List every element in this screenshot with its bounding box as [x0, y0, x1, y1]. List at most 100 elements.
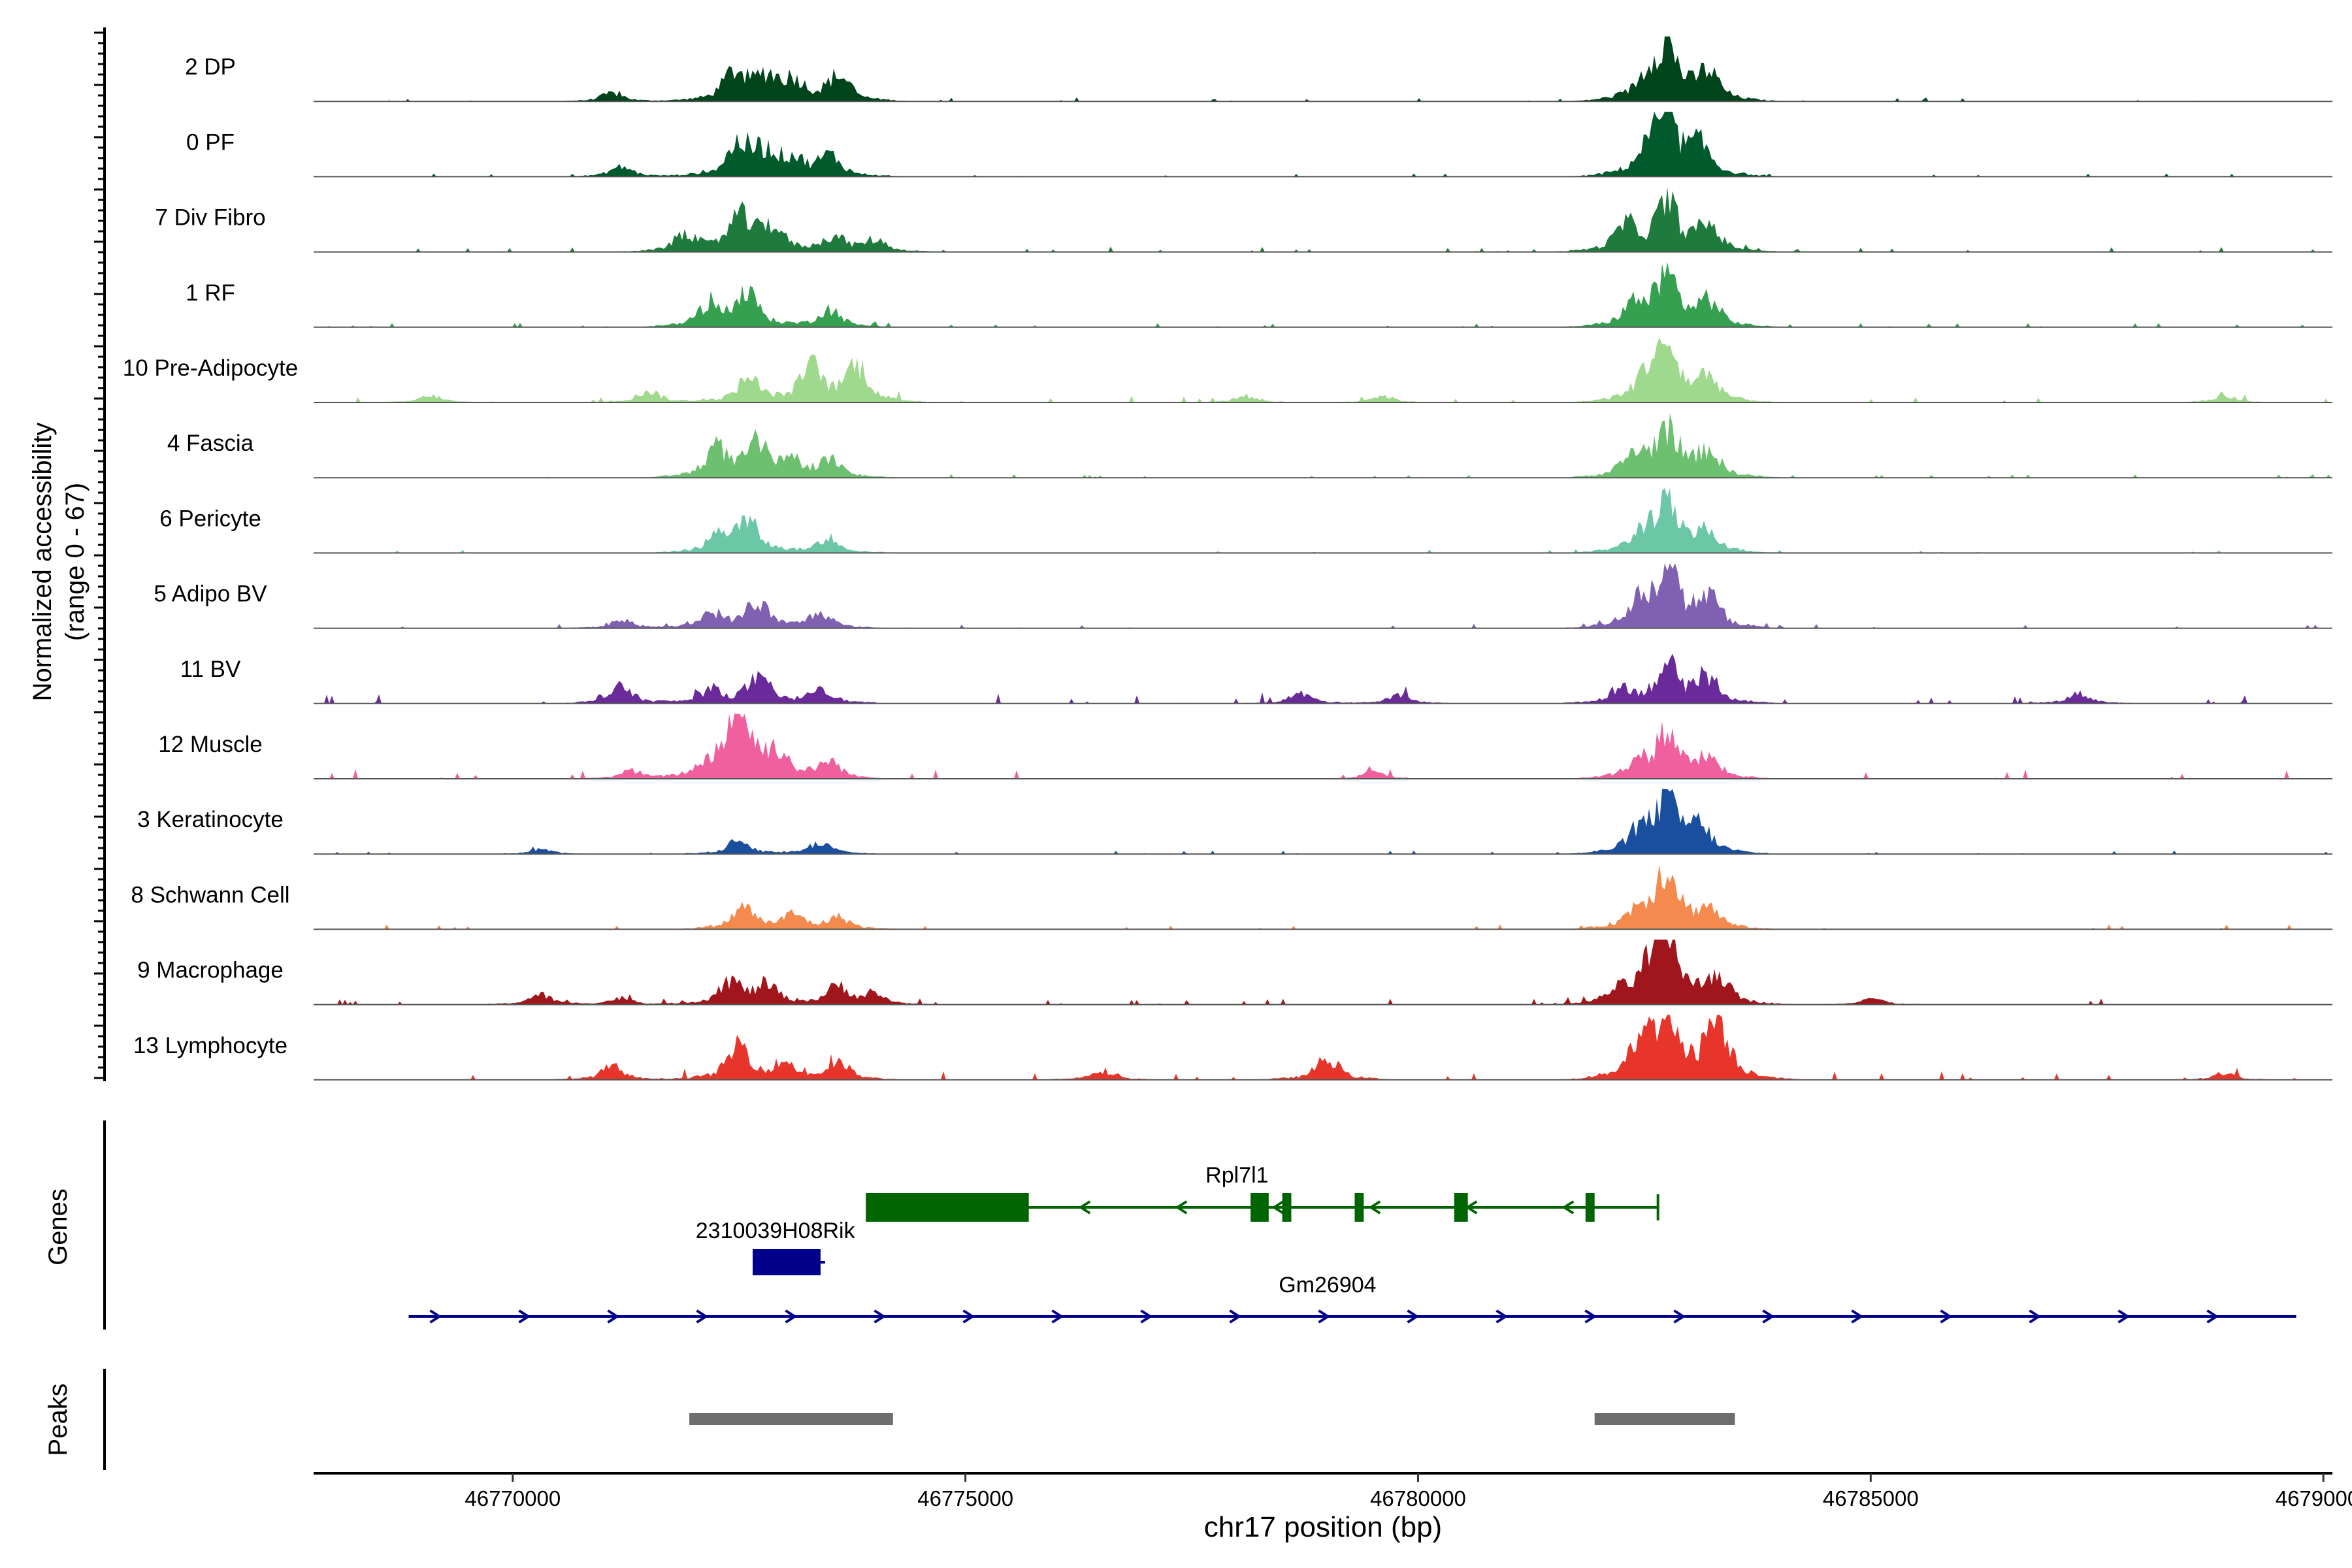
y-axis-title-line2: (range 0 - 67): [61, 483, 90, 641]
peaks-panel-label: Peaks: [44, 1383, 73, 1456]
track-label: 13 Lymphocyte: [133, 1033, 287, 1058]
coverage-tracks: 2 DP 0 PF 7 Div Fibro 1 RF 10 Pre-Adipocyte 4…: [123, 36, 2332, 1081]
strand-arrow: [785, 1309, 798, 1324]
gene-exon: [1250, 1193, 1269, 1222]
coverage-area: [314, 112, 2332, 177]
coverage-area: [314, 337, 2332, 402]
coverage-area: [314, 36, 2332, 102]
x-tick-label: 46790000: [2276, 1486, 2352, 1511]
gene-exon: [753, 1249, 821, 1275]
strand-arrow: [1673, 1309, 1686, 1324]
strand-arrow: [1584, 1309, 1597, 1324]
peak-region: [689, 1413, 893, 1425]
track-label: 11 BV: [180, 657, 241, 682]
x-tick-label: 46785000: [1823, 1486, 1919, 1511]
strand-arrow: [1140, 1309, 1153, 1324]
gene-label: Gm26904: [1279, 1273, 1376, 1298]
track-label: 3 Keratinocyte: [137, 807, 284, 832]
strand-arrow: [1762, 1309, 1775, 1324]
strand-arrow: [1318, 1309, 1331, 1324]
x-tick-label: 46775000: [917, 1486, 1013, 1511]
gene-exon: [1454, 1193, 1468, 1222]
strand-arrow: [1078, 1200, 1091, 1215]
gene-rpl7l1: Rpl7l1: [866, 1163, 1659, 1222]
strand-arrow: [1851, 1309, 1864, 1324]
x-axis-title: chr17 position (bp): [1204, 1511, 1442, 1543]
track-5-adipo-bv: 5 Adipo BV: [154, 563, 2332, 629]
strand-arrow: [874, 1309, 887, 1324]
y-axis-title: Normalized accessibility (range 0 - 67): [28, 423, 90, 702]
gene-2310039h08rik: 2310039H08Rik: [696, 1218, 856, 1275]
strand-arrow: [1368, 1200, 1381, 1215]
strand-arrow: [1229, 1309, 1242, 1324]
track-11-bv: 11 BV: [180, 653, 2332, 704]
strand-arrow: [1495, 1309, 1509, 1324]
gene-exon: [1354, 1193, 1364, 1222]
strand-arrow: [1407, 1309, 1420, 1324]
track-label: 7 Div Fibro: [155, 205, 265, 231]
coverage-area: [314, 713, 2332, 779]
track-label: 10 Pre-Adipocyte: [123, 355, 298, 381]
track-label: 6 Pericyte: [159, 506, 261, 531]
track-4-fascia: 4 Fascia: [167, 412, 2332, 479]
coverage-area: [314, 262, 2332, 327]
coverage-area: [314, 939, 2332, 1005]
x-tick-label: 46770000: [465, 1486, 561, 1511]
x-axis: chr17 position (bp) 46770000 46775000 4678…: [314, 1472, 2352, 1543]
y-axis-title-line1: Normalized accessibility: [28, 423, 57, 702]
track-6-pericyte: 6 Pericyte: [159, 488, 2332, 554]
coverage-area: [314, 789, 2332, 855]
coverage-area: [314, 864, 2332, 930]
track-label: 1 RF: [186, 280, 235, 306]
gene-exon: [1282, 1193, 1292, 1222]
strand-arrow: [518, 1309, 531, 1324]
coverage-area: [314, 563, 2332, 629]
track-9-macrophage: 9 Macrophage: [137, 939, 2332, 1005]
strand-arrow: [2206, 1309, 2219, 1324]
strand-arrow: [1271, 1200, 1284, 1215]
x-tick-label: 46780000: [1370, 1486, 1466, 1511]
track-2-dp: 2 DP: [185, 36, 2332, 103]
strand-arrow: [962, 1309, 975, 1324]
strand-arrow: [1940, 1309, 1953, 1324]
track-13-lymphocyte: 13 Lymphocyte: [133, 1015, 2332, 1081]
peaks-panel: Peaks: [44, 1369, 1735, 1470]
track-label: 4 Fascia: [167, 431, 254, 456]
coverage-area: [314, 653, 2332, 704]
coverage-area: [314, 1015, 2332, 1080]
coverage-area: [314, 412, 2332, 478]
strand-arrow: [696, 1309, 709, 1324]
coverage-area: [314, 488, 2332, 553]
gene-exon: [866, 1193, 1029, 1222]
gene-gm26904: Gm26904: [408, 1273, 2296, 1324]
track-12-muscle: 12 Muscle: [158, 713, 2332, 779]
track-10-pre-adipocyte: 10 Pre-Adipocyte: [123, 337, 2332, 403]
gene-exon: [1585, 1193, 1595, 1222]
track-7-div-fibro: 7 Div Fibro: [155, 187, 2332, 253]
track-label: 9 Macrophage: [137, 958, 284, 983]
gene-label: Rpl7l1: [1205, 1163, 1268, 1188]
peak-region: [1594, 1413, 1735, 1425]
track-1-rf: 1 RF: [186, 262, 2332, 328]
strand-arrow: [1175, 1200, 1188, 1215]
strand-arrow: [429, 1309, 442, 1324]
strand-arrow: [2029, 1309, 2042, 1324]
strand-arrow: [1051, 1309, 1064, 1324]
coverage-area: [314, 187, 2332, 252]
track-0-pf: 0 PF: [186, 112, 2332, 178]
strand-arrow: [1561, 1200, 1575, 1215]
track-label: 5 Adipo BV: [154, 581, 267, 607]
genes-panel-label: Genes: [44, 1188, 73, 1266]
strand-arrow: [2117, 1309, 2131, 1324]
strand-arrow: [607, 1309, 620, 1324]
track-label: 2 DP: [185, 54, 236, 80]
track-3-keratinocyte: 3 Keratinocyte: [137, 789, 2332, 855]
y-axis-ticks: [94, 27, 106, 1081]
track-label: 0 PF: [186, 129, 235, 155]
track-8-schwann-cell: 8 Schwann Cell: [131, 864, 2332, 930]
genes-panel: Genes Rpl7l1 2310039H08Rik Gm26904: [44, 1120, 2296, 1330]
gene-label: 2310039H08Rik: [696, 1218, 856, 1243]
track-label: 12 Muscle: [158, 732, 263, 757]
track-label: 8 Schwann Cell: [131, 882, 289, 907]
